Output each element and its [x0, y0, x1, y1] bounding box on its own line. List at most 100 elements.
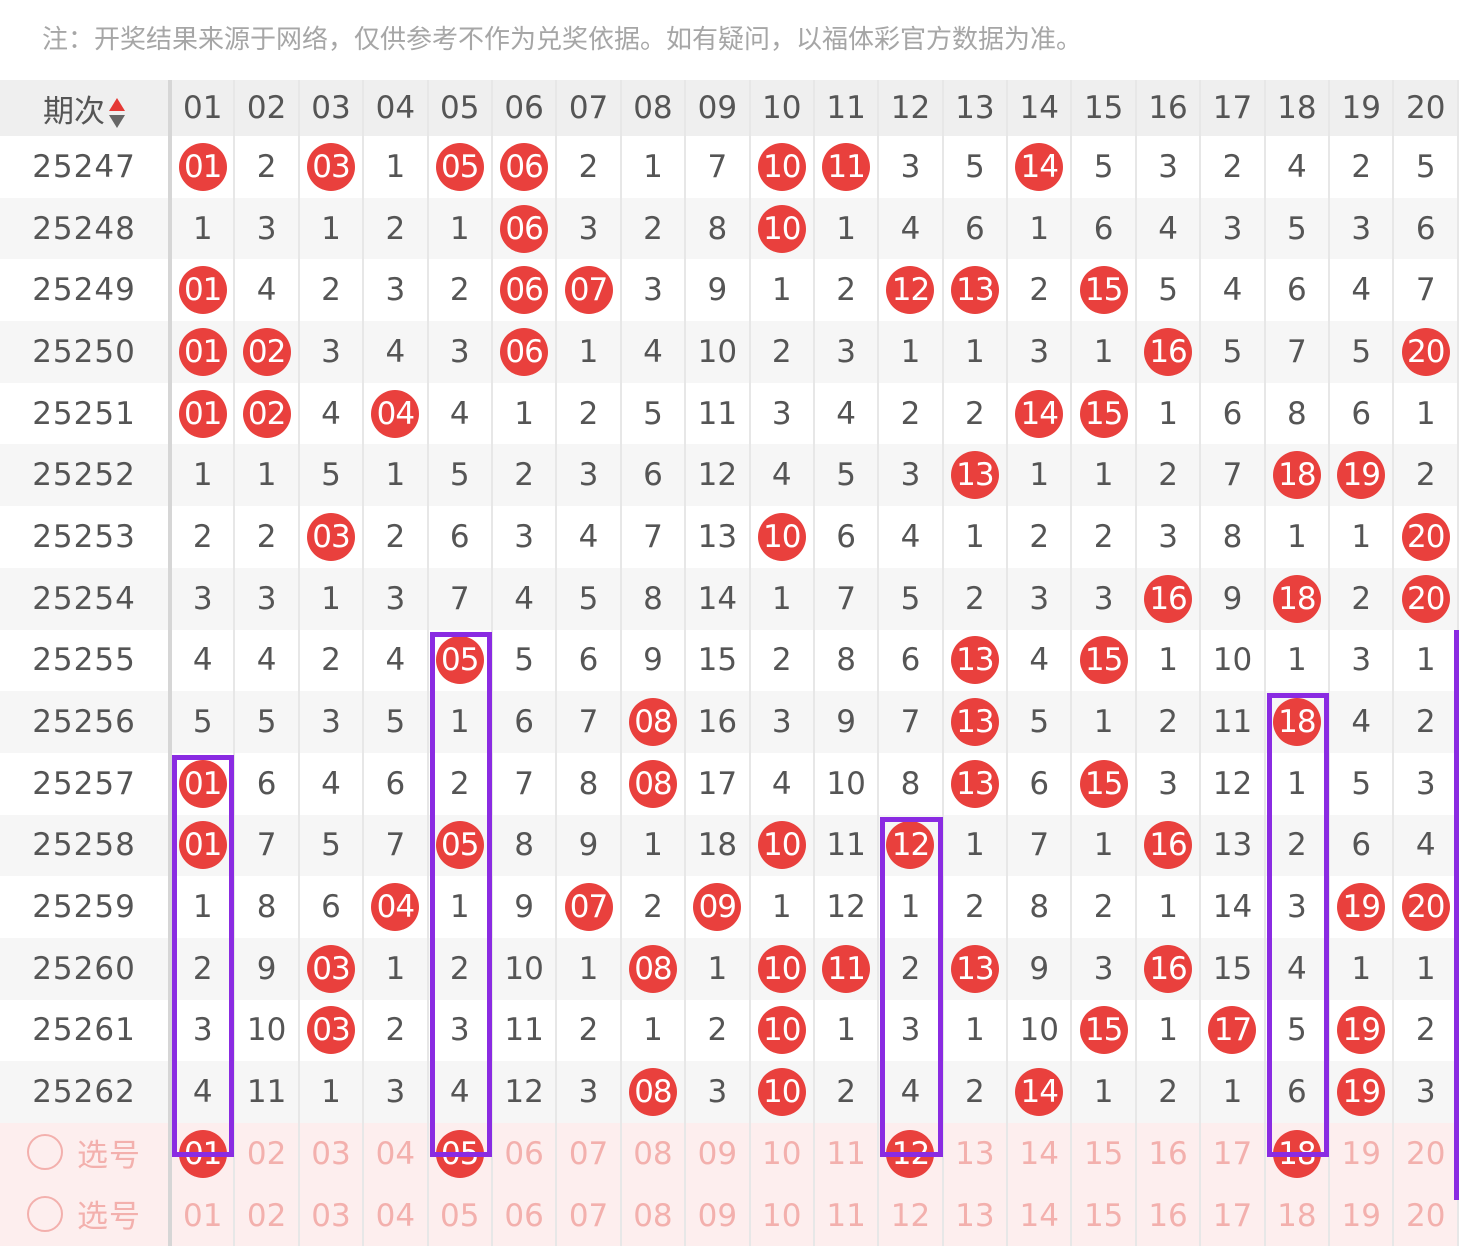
- column-header-04: 04: [363, 80, 429, 136]
- omission-cell: 1: [942, 321, 1009, 383]
- omission-cell: 1: [1264, 629, 1331, 692]
- hit-cell: 05: [427, 629, 493, 692]
- omission-cell: 1: [1135, 876, 1202, 938]
- omission-cell: 8: [685, 197, 751, 260]
- number-ball: 19: [1337, 883, 1386, 932]
- omission-cell: 6: [234, 752, 300, 815]
- pick-number-cell[interactable]: 17: [1200, 1184, 1266, 1246]
- hit-cell: 08: [620, 752, 687, 815]
- pick-number-cell[interactable]: 09: [685, 1123, 751, 1185]
- pick-number-cell[interactable]: 15: [1071, 1123, 1137, 1185]
- selected-number-cell[interactable]: 01: [170, 1123, 236, 1185]
- pick-number-cell[interactable]: 10: [749, 1184, 815, 1246]
- pick-number-cell[interactable]: 03: [298, 1123, 365, 1185]
- pick-number-cell[interactable]: 15: [1071, 1184, 1137, 1246]
- radio-circle-icon[interactable]: [27, 1195, 63, 1232]
- pick-number-cell[interactable]: 07: [556, 1184, 622, 1246]
- number-ball[interactable]: 12: [886, 1129, 935, 1178]
- selected-number-cell[interactable]: 05: [427, 1123, 493, 1185]
- pick-number-cell[interactable]: 17: [1200, 1123, 1266, 1185]
- pick-number-cell[interactable]: 20: [1393, 1123, 1459, 1185]
- omission-cell: 1: [556, 321, 622, 383]
- omission-cell: 8: [620, 567, 687, 630]
- pick-number-cell[interactable]: 16: [1135, 1184, 1202, 1246]
- pick-number-cell[interactable]: 19: [1329, 1184, 1395, 1246]
- pick-number-cell[interactable]: 14: [1007, 1184, 1073, 1246]
- omission-cell: 8: [813, 629, 880, 692]
- omission-cell: 1: [1264, 506, 1331, 568]
- table-row: 25247 01 2 03 1 05 06 2 1 7 10 11 3 5 14 5 3 2 4 2 5: [0, 136, 1459, 198]
- pick-number-cell[interactable]: 12: [878, 1184, 944, 1246]
- hit-cell: 20: [1393, 876, 1459, 938]
- pick-number-cell[interactable]: 16: [1135, 1123, 1202, 1185]
- hit-cell: 16: [1135, 814, 1202, 877]
- pick-number-cell[interactable]: 04: [363, 1184, 429, 1246]
- omission-cell: 3: [1007, 321, 1073, 383]
- pick-number-cell[interactable]: 11: [813, 1123, 880, 1185]
- omission-cell: 5: [1071, 136, 1137, 198]
- pick-number-cell[interactable]: 18: [1264, 1184, 1331, 1246]
- pick-number-cell[interactable]: 03: [298, 1184, 365, 1246]
- omission-cell: 1: [1071, 1061, 1137, 1123]
- omission-cell: 16: [685, 691, 751, 753]
- omission-cell: 1: [1135, 382, 1202, 445]
- omission-cell: 3: [878, 444, 944, 507]
- pick-number-cell[interactable]: 08: [620, 1184, 687, 1246]
- column-header-19: 19: [1329, 80, 1395, 136]
- pick-number-cell[interactable]: 07: [556, 1123, 622, 1185]
- hit-cell: 19: [1329, 1061, 1395, 1123]
- hit-cell: 10: [749, 1061, 815, 1123]
- omission-cell: 5: [363, 691, 429, 753]
- omission-cell: 2: [234, 506, 300, 568]
- selected-number-cell[interactable]: 12: [878, 1123, 944, 1185]
- number-ball[interactable]: 18: [1272, 1129, 1321, 1178]
- omission-cell: 5: [1264, 197, 1331, 260]
- omission-cell: 7: [1007, 814, 1073, 877]
- omission-cell: 9: [1007, 937, 1073, 1000]
- pick-number-cell[interactable]: 19: [1329, 1123, 1395, 1185]
- omission-cell: 4: [878, 1061, 944, 1123]
- issue-column-header[interactable]: 期次: [0, 80, 172, 136]
- number-ball[interactable]: 01: [178, 1129, 227, 1178]
- number-ball: 20: [1401, 883, 1450, 932]
- sort-icon[interactable]: [109, 96, 125, 130]
- omission-cell: 3: [749, 382, 815, 445]
- pick-row-selector[interactable]: 选号: [0, 1123, 172, 1185]
- pick-number-cell[interactable]: 13: [942, 1123, 1009, 1185]
- omission-cell: 1: [363, 136, 429, 198]
- selected-number-cell[interactable]: 18: [1264, 1123, 1331, 1185]
- omission-cell: 3: [1135, 136, 1202, 198]
- omission-cell: 5: [234, 691, 300, 753]
- omission-cell: 3: [1393, 1061, 1459, 1123]
- omission-cell: 6: [878, 629, 944, 692]
- radio-circle-icon[interactable]: [27, 1134, 63, 1171]
- pick-number-cell[interactable]: 06: [491, 1184, 558, 1246]
- pick-number-cell[interactable]: 01: [170, 1184, 236, 1246]
- issue-number: 25258: [0, 814, 172, 877]
- number-ball: 13: [950, 698, 999, 747]
- pick-number-cell[interactable]: 20: [1393, 1184, 1459, 1246]
- hit-cell: 11: [813, 136, 880, 198]
- pick-number-cell[interactable]: 06: [491, 1123, 558, 1185]
- pick-number-cell[interactable]: 14: [1007, 1123, 1073, 1185]
- pick-number-cell[interactable]: 08: [620, 1123, 687, 1185]
- pick-row-selector[interactable]: 选号: [0, 1184, 172, 1246]
- omission-cell: 7: [1264, 321, 1331, 383]
- hit-cell: 02: [234, 321, 300, 383]
- pick-number-cell[interactable]: 09: [685, 1184, 751, 1246]
- pick-number-cell[interactable]: 02: [234, 1123, 300, 1185]
- pick-number-cell[interactable]: 10: [749, 1123, 815, 1185]
- pick-number-cell[interactable]: 13: [942, 1184, 1009, 1246]
- omission-cell: 2: [556, 382, 622, 445]
- omission-cell: 2: [556, 999, 622, 1062]
- omission-cell: 2: [170, 506, 236, 568]
- omission-cell: 8: [1007, 876, 1073, 938]
- hit-cell: 16: [1135, 567, 1202, 630]
- pick-number-cell[interactable]: 04: [363, 1123, 429, 1185]
- pick-number-cell[interactable]: 11: [813, 1184, 880, 1246]
- pick-number-cell[interactable]: 05: [427, 1184, 493, 1246]
- pick-number-cell[interactable]: 02: [234, 1184, 300, 1246]
- number-ball[interactable]: 05: [435, 1129, 484, 1178]
- column-header-02: 02: [234, 80, 300, 136]
- omission-cell: 1: [1329, 937, 1395, 1000]
